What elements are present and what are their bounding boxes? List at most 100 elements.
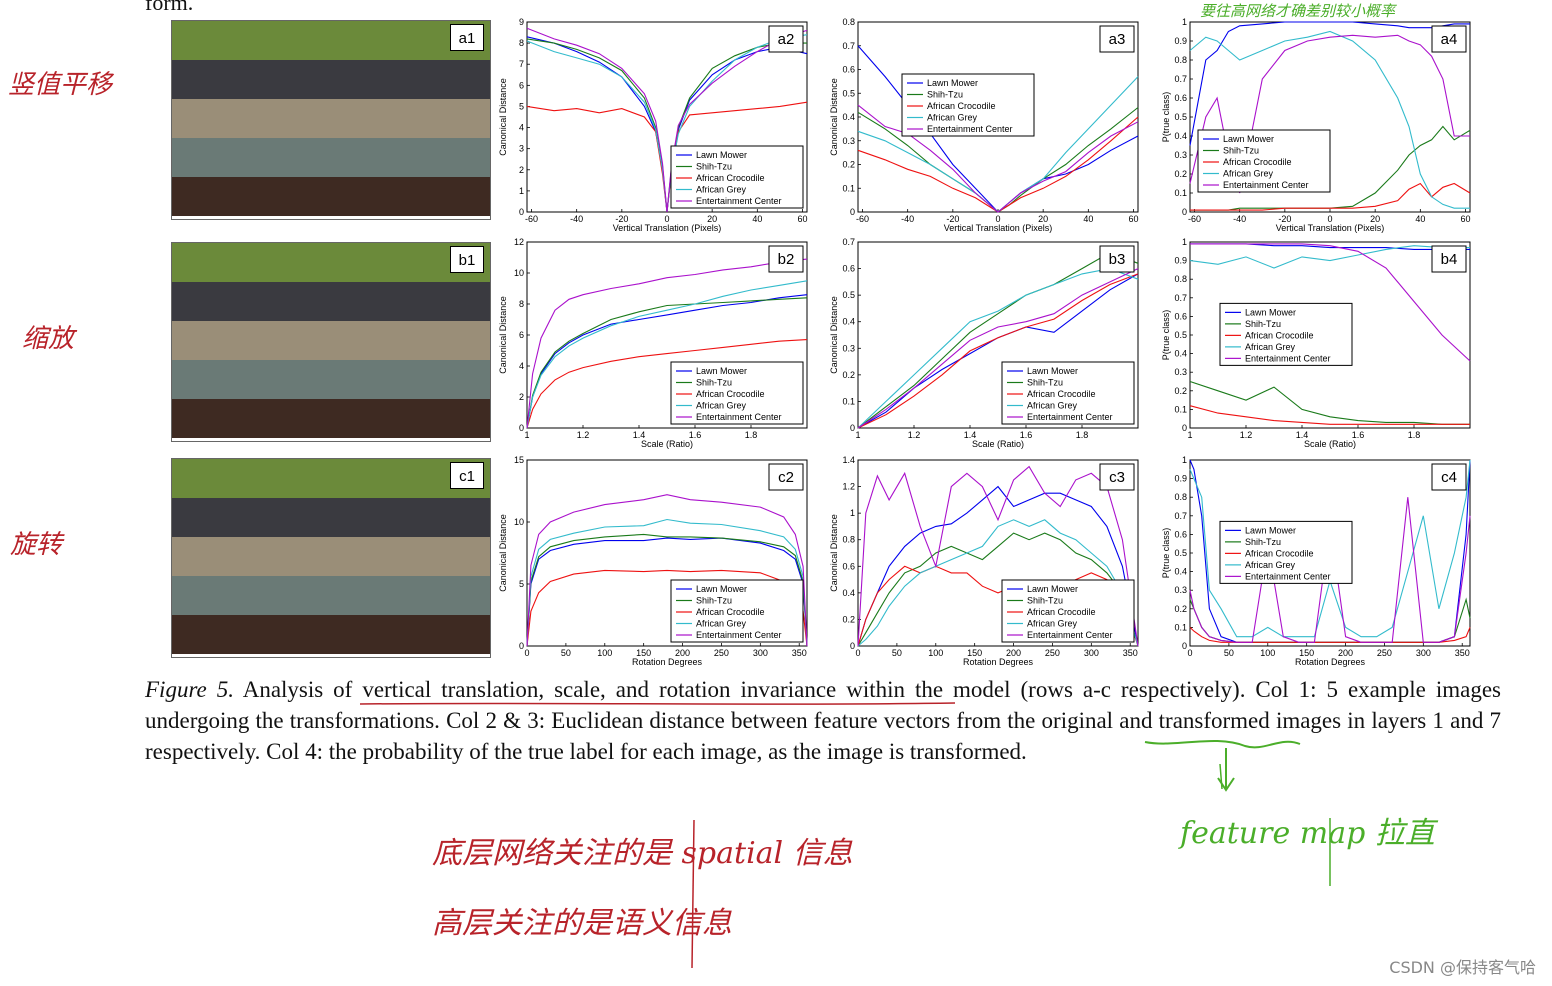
watermark: CSDN @保持客气哈 — [1389, 958, 1536, 977]
legend-label: African Crocodile — [1245, 548, 1314, 558]
x-axis-label: Vertical Translation (Pixels) — [613, 223, 722, 233]
x-tick-label: 100 — [1260, 648, 1275, 658]
series-line-entertainment-center — [857, 268, 1139, 429]
svg-text:b3: b3 — [1109, 251, 1126, 268]
x-tick-label: -60 — [1188, 214, 1201, 224]
x-tick-label: 20 — [707, 214, 717, 224]
y-tick-label: 0 — [850, 423, 855, 433]
y-tick-label: 5 — [519, 579, 524, 589]
y-tick-label: 0 — [1182, 423, 1187, 433]
y-tick-label: 1 — [1182, 455, 1187, 465]
series-line-african-grey — [1189, 459, 1471, 638]
caption-underlines — [359, 702, 1301, 790]
svg-text:b2: b2 — [778, 251, 795, 268]
x-tick-label: 1.8 — [1408, 430, 1421, 440]
y-tick-label: 0.6 — [842, 561, 855, 571]
x-tick-label: -60 — [856, 214, 869, 224]
y-axis-label: Canonical Distance — [829, 514, 839, 592]
legend-label: Shih-Tzu — [696, 162, 732, 172]
x-tick-label: 1 — [524, 430, 529, 440]
legend-label: African Grey — [927, 113, 978, 123]
y-tick-label: 2 — [519, 165, 524, 175]
y-tick-label: 0.9 — [1174, 256, 1187, 266]
panel-id: b3 — [1099, 245, 1135, 273]
legend-label: Lawn Mower — [696, 584, 747, 594]
x-tick-label: 1.4 — [1296, 430, 1309, 440]
y-tick-label: 0.2 — [1174, 604, 1187, 614]
previous-line-fragment: form. — [145, 0, 194, 15]
x-tick-label: 150 — [636, 648, 651, 658]
y-tick-label: 0.3 — [1174, 150, 1187, 160]
x-tick-label: 50 — [561, 648, 571, 658]
y-tick-label: 0.4 — [842, 112, 855, 122]
y-tick-label: 9 — [519, 17, 524, 27]
x-tick-label: 350 — [1455, 648, 1470, 658]
legend-label: Shih-Tzu — [927, 90, 963, 100]
legend-label: Shih-Tzu — [1223, 146, 1259, 156]
legend-label: Shih-Tzu — [696, 378, 732, 388]
x-tick-label: 200 — [1338, 648, 1353, 658]
x-tick-label: 20 — [1370, 214, 1380, 224]
x-tick-label: -20 — [946, 214, 959, 224]
y-tick-label: 0.1 — [1174, 404, 1187, 414]
series-line-entertainment-center — [526, 27, 808, 213]
x-tick-label: 50 — [892, 648, 902, 658]
panel-id-a1: a1 — [450, 24, 484, 51]
series-line-african-grey — [857, 268, 1139, 429]
chart-b3: 1 1.2 1.4 1.6 1.8 0 0.1 0.2 0.3 0.4 0.5 0.6 0.7 Scale… — [829, 237, 1139, 449]
x-tick-label: 150 — [1299, 648, 1314, 658]
x-tick-label: 300 — [1084, 648, 1099, 658]
svg-text:a3: a3 — [1109, 31, 1126, 48]
legend-label: Entertainment Center — [1245, 571, 1331, 581]
y-axis-label: Canonical Distance — [829, 296, 839, 374]
series-line-african-crocodile — [1189, 405, 1470, 425]
chart-a4: -60 -40 -20 0 20 40 60 0 0.1 0.2 0.3 0.4 0.5 0.6 0.7 0.… — [1161, 17, 1471, 233]
panel-id-c1: c1 — [450, 462, 484, 489]
series-line-lawn-mower — [526, 294, 808, 429]
y-tick-label: 0.7 — [842, 41, 855, 51]
y-tick-label: 12 — [514, 237, 524, 247]
y-tick-label: 0 — [519, 207, 524, 217]
y-tick-label: 0.7 — [1174, 293, 1187, 303]
x-tick-label: 250 — [714, 648, 729, 658]
legend-label: Lawn Mower — [696, 150, 747, 160]
legend-box — [1197, 129, 1331, 193]
x-tick-label: 100 — [597, 648, 612, 658]
y-tick-label: 0.3 — [842, 136, 855, 146]
panel-id: a3 — [1099, 25, 1135, 53]
legend-label: African Crocodile — [1027, 389, 1096, 399]
legend-box — [1219, 302, 1353, 366]
panel-id: a4 — [1431, 25, 1467, 53]
panel-id: c4 — [1431, 463, 1467, 491]
legend-label: African Crocodile — [1223, 157, 1292, 167]
legend-label: Entertainment Center — [1245, 353, 1331, 363]
y-tick-label: 0 — [519, 423, 524, 433]
y-tick-label: 3 — [519, 144, 524, 154]
y-tick-label: 0.5 — [1174, 330, 1187, 340]
x-tick-label: 0 — [1187, 648, 1192, 658]
green-stroke — [1329, 818, 1331, 886]
x-axis-label: Scale (Ratio) — [641, 439, 693, 449]
x-tick-label: 1 — [1187, 430, 1192, 440]
x-tick-label: -40 — [901, 214, 914, 224]
legend-box — [670, 145, 804, 209]
y-tick-label: 6 — [519, 330, 524, 340]
x-tick-label: 150 — [967, 648, 982, 658]
y-tick-label: 7 — [519, 59, 524, 69]
svg-text:c2: c2 — [778, 469, 794, 486]
y-tick-label: 0.4 — [1174, 131, 1187, 141]
series-line-african-crocodile — [1190, 182, 1471, 211]
image-panel-b1 — [171, 242, 491, 442]
handwriting-bottom-2: 高层关注的是语义信息 — [432, 906, 732, 941]
y-tick-label: 0.5 — [842, 88, 855, 98]
chart-a2: -60 -40 -20 0 20 40 60 0 1 2 3 4 5 6 7 8 9 Vertical Trans… — [498, 17, 808, 233]
x-tick-label: -20 — [615, 214, 628, 224]
legend-label: African Grey — [1245, 560, 1296, 570]
series-line-african-grey — [1189, 245, 1470, 269]
legend-box — [1219, 520, 1353, 584]
y-tick-label: 0.7 — [1174, 511, 1187, 521]
legend-box — [670, 361, 804, 425]
